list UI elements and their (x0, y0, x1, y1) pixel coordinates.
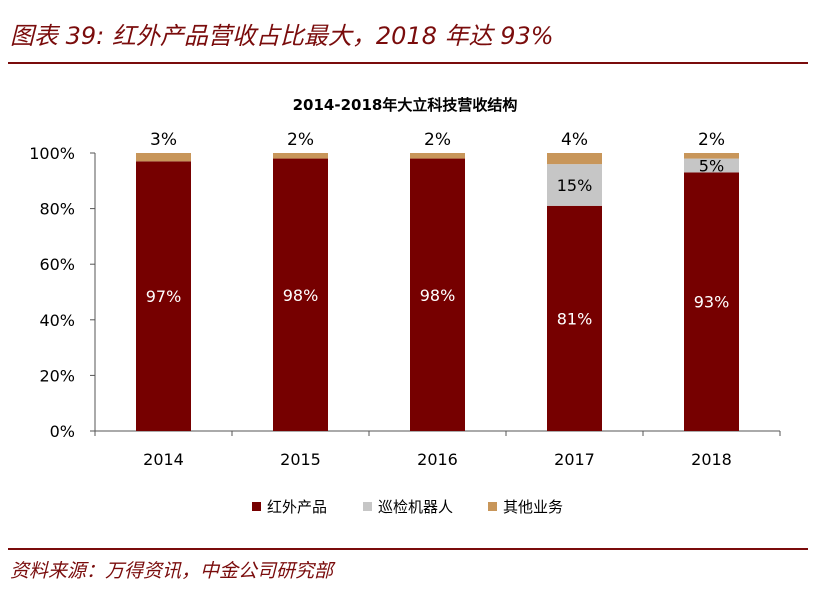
bar-segment-红外产品-2016 (410, 158, 465, 431)
bar-segment-红外产品-2014 (136, 161, 191, 431)
bar-segment-红外产品-2015 (273, 158, 328, 431)
bar-segment-其他业务-2018 (684, 153, 739, 159)
bar-segment-巡检机器人-2018 (684, 158, 739, 173)
data-label: 4% (561, 130, 588, 150)
data-label: 3% (150, 130, 177, 150)
y-tick-label: 20% (39, 366, 75, 385)
bar-segment-其他业务-2017 (547, 153, 602, 165)
bar-segment-其他业务-2016 (410, 153, 465, 159)
legend-label: 其他业务 (503, 498, 563, 516)
source-note: 资料来源：万得资讯，中金公司研究部 (10, 560, 334, 582)
legend-label: 红外产品 (267, 498, 327, 516)
figure-title: 图表 39: 红外产品营收占比最大，2018 年达 93% (10, 22, 554, 50)
data-label: 98% (283, 286, 319, 305)
x-tick-label: 2018 (691, 450, 732, 469)
legend-swatch-其他业务 (488, 502, 497, 511)
bar-segment-其他业务-2015 (273, 153, 328, 159)
x-tick-label: 2015 (280, 450, 321, 469)
bar-segment-巡检机器人-2017 (547, 164, 602, 206)
data-label: 97% (146, 287, 182, 306)
y-tick-label: 0% (50, 422, 75, 441)
y-tick-label: 100% (29, 144, 75, 163)
data-label: 5% (699, 157, 724, 176)
bar-segment-红外产品-2017 (547, 205, 602, 431)
x-tick-label: 2016 (417, 450, 458, 469)
data-label: 2% (424, 130, 451, 150)
source-rule (8, 548, 808, 550)
legend-swatch-巡检机器人 (363, 502, 372, 511)
data-label: 15% (557, 176, 593, 195)
y-tick-label: 80% (39, 200, 75, 219)
x-tick-label: 2017 (554, 450, 595, 469)
y-tick-label: 40% (39, 311, 75, 330)
y-tick-label: 60% (39, 255, 75, 274)
data-label: 93% (694, 293, 730, 312)
data-label: 2% (698, 130, 725, 150)
legend-swatch-红外产品 (252, 502, 261, 511)
chart-title: 2014-2018年大立科技营收结构 (293, 96, 518, 114)
bar-segment-红外产品-2018 (684, 172, 739, 431)
data-label: 98% (420, 286, 456, 305)
legend-label: 巡检机器人 (378, 498, 453, 516)
data-label: 2% (287, 130, 314, 150)
bar-segment-其他业务-2014 (136, 153, 191, 162)
data-label: 81% (557, 309, 593, 328)
x-tick-label: 2014 (143, 450, 184, 469)
title-rule (8, 62, 808, 64)
